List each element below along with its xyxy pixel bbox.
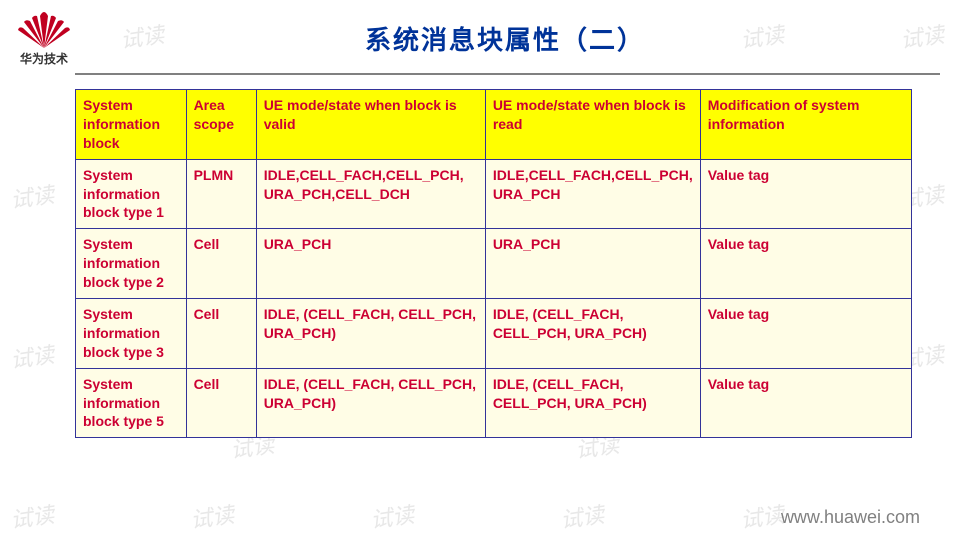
cell-sib: System information block type 2 xyxy=(76,229,187,299)
cell-read: IDLE, (CELL_FACH, CELL_PCH, URA_PCH) xyxy=(485,299,700,369)
cell-valid: URA_PCH xyxy=(256,229,485,299)
cell-area: PLMN xyxy=(186,159,256,229)
cell-area: Cell xyxy=(186,229,256,299)
cell-area: Cell xyxy=(186,299,256,369)
cell-read: IDLE,CELL_FACH,CELL_PCH, URA_PCH xyxy=(485,159,700,229)
col-header-sib: System information block xyxy=(76,90,187,160)
huawei-logo-icon xyxy=(18,12,70,48)
cell-sib: System information block type 3 xyxy=(76,299,187,369)
cell-valid: IDLE,CELL_FACH,CELL_PCH, URA_PCH,CELL_DC… xyxy=(256,159,485,229)
watermark: 试读 xyxy=(8,177,56,215)
cell-sib: System information block type 1 xyxy=(76,159,187,229)
cell-sib: System information block type 5 xyxy=(76,368,187,438)
watermark: 试读 xyxy=(368,497,416,535)
watermark: 试读 xyxy=(188,497,236,535)
col-header-mod: Modification of system information xyxy=(700,90,911,160)
cell-read: URA_PCH xyxy=(485,229,700,299)
col-header-valid: UE mode/state when block is valid xyxy=(256,90,485,160)
watermark: 试读 xyxy=(558,497,606,535)
title-container: 系统消息块属性（二） xyxy=(70,12,940,57)
cell-read: IDLE, (CELL_FACH, CELL_PCH, URA_PCH) xyxy=(485,368,700,438)
cell-mod: Value tag xyxy=(700,229,911,299)
table-row: System information block type 1 PLMN IDL… xyxy=(76,159,912,229)
table-row: System information block type 5 Cell IDL… xyxy=(76,368,912,438)
cell-mod: Value tag xyxy=(700,159,911,229)
table-container: System information block Area scope UE m… xyxy=(75,89,912,438)
cell-valid: IDLE, (CELL_FACH, CELL_PCH, URA_PCH) xyxy=(256,368,485,438)
watermark: 试读 xyxy=(8,337,56,375)
cell-valid: IDLE, (CELL_FACH, CELL_PCH, URA_PCH) xyxy=(256,299,485,369)
slide-header: 华为技术 系统消息块属性（二） xyxy=(0,0,960,67)
table-row: System information block type 2 Cell URA… xyxy=(76,229,912,299)
watermark: 试读 xyxy=(738,497,786,535)
sib-properties-table: System information block Area scope UE m… xyxy=(75,89,912,438)
title-underline xyxy=(75,73,940,75)
cell-mod: Value tag xyxy=(700,368,911,438)
logo-text: 华为技术 xyxy=(20,50,68,67)
logo-container: 华为技术 xyxy=(18,12,70,67)
cell-area: Cell xyxy=(186,368,256,438)
col-header-read: UE mode/state when block is read xyxy=(485,90,700,160)
slide-title: 系统消息块属性（二） xyxy=(70,20,940,57)
footer-url: www.huawei.com xyxy=(781,507,920,528)
table-row: System information block type 3 Cell IDL… xyxy=(76,299,912,369)
cell-mod: Value tag xyxy=(700,299,911,369)
table-header-row: System information block Area scope UE m… xyxy=(76,90,912,160)
col-header-area: Area scope xyxy=(186,90,256,160)
watermark: 试读 xyxy=(8,497,56,535)
